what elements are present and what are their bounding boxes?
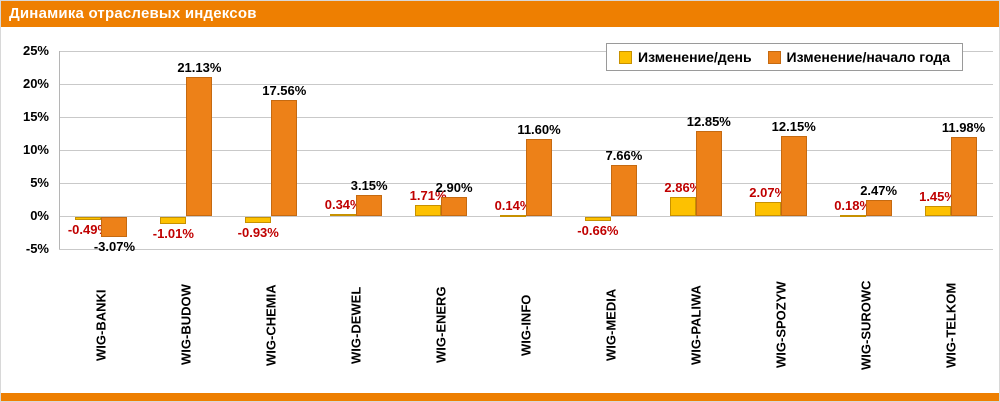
value-label-ytd: 12.85% <box>686 114 731 130</box>
bar-ytd <box>610 165 637 216</box>
legend-item-day: Изменение/день <box>619 49 752 65</box>
bar-day <box>75 217 102 221</box>
chart-title: Динамика отраслевых индексов <box>1 1 999 27</box>
bar-day <box>245 217 272 224</box>
value-label-day: -0.49% <box>67 222 110 238</box>
y-axis-tick-label: 15% <box>22 109 49 124</box>
gridline <box>59 117 993 118</box>
value-label-ytd: 7.66% <box>605 148 643 164</box>
y-axis-tick-label: 25% <box>22 43 49 58</box>
value-label-ytd: 2.90% <box>435 179 473 195</box>
gridline <box>59 51 993 52</box>
value-label-day: 1.71% <box>409 187 447 203</box>
y-axis-tick-label: 0% <box>30 208 49 223</box>
bar-ytd <box>186 76 213 216</box>
legend-label-day: Изменение/день <box>638 49 752 65</box>
bar-day <box>839 214 866 217</box>
value-label-ytd: 3.15% <box>350 178 388 194</box>
legend-item-ytd: Изменение/начало года <box>767 49 950 65</box>
bar-day <box>500 215 526 217</box>
value-label-day: 0.34% <box>324 196 362 212</box>
bar-ytd <box>865 199 892 216</box>
legend-label-ytd: Изменение/начало года <box>786 49 950 65</box>
bar-day <box>584 217 611 222</box>
bar-day <box>330 213 357 216</box>
bottom-accent-bar <box>1 393 999 401</box>
value-label-ytd: -3.07% <box>93 239 136 255</box>
bar-day <box>415 204 442 216</box>
x-axis-label: WIG-SPOZYW <box>773 281 789 369</box>
value-label-ytd: 12.15% <box>771 118 816 134</box>
legend-swatch-day-icon <box>619 50 633 64</box>
value-label-day: -0.66% <box>577 223 619 239</box>
bar-day <box>754 202 781 216</box>
value-label-day: 0.18% <box>834 197 872 213</box>
value-label-day: 2.07% <box>749 185 787 201</box>
x-axis-label: WIG-BUDOW <box>178 284 194 366</box>
x-axis-label: WIG-MEDIA <box>603 288 619 362</box>
y-axis-tick-label: 20% <box>22 76 49 91</box>
bar-ytd <box>695 131 722 216</box>
gridline <box>59 216 993 217</box>
bar-ytd <box>356 195 383 216</box>
value-label-ytd: 2.47% <box>860 182 898 198</box>
bar-day <box>160 217 187 224</box>
bar-day <box>924 206 951 216</box>
value-label-day: 0.14% <box>494 198 532 213</box>
bar-ytd <box>526 139 552 216</box>
value-label-ytd: 21.13% <box>177 59 222 75</box>
value-label-day: 2.86% <box>664 180 702 196</box>
bar-ytd <box>950 136 977 216</box>
value-label-day: -0.93% <box>237 225 279 241</box>
x-axis-label: WIG-DEWEL <box>348 286 364 364</box>
x-axis-label: WIG-INFO <box>518 294 534 356</box>
x-axis-label: WIG-SUROWC <box>858 280 874 370</box>
value-label-day: -1.01% <box>152 225 194 241</box>
x-axis-label: WIG-CHEMIA <box>263 284 279 366</box>
value-label-ytd: 11.60% <box>517 122 561 138</box>
x-axis-label: WIG-BANKI <box>93 289 109 361</box>
x-axis-label: WIG-PALIWA <box>688 285 704 365</box>
legend-swatch-ytd-icon <box>767 50 781 64</box>
bar-day <box>669 197 696 216</box>
y-axis-line <box>59 51 60 249</box>
gridline <box>59 249 993 250</box>
bar-ytd <box>101 217 128 238</box>
gridline <box>59 84 993 85</box>
value-label-ytd: 17.56% <box>262 83 307 99</box>
y-axis-tick-label: 10% <box>22 142 49 157</box>
bar-ytd <box>780 135 807 216</box>
x-axis-label: WIG-ENERG <box>433 286 449 364</box>
bar-ytd <box>271 100 298 216</box>
bar-ytd <box>441 196 468 216</box>
y-axis-tick-label: 5% <box>30 175 49 190</box>
y-axis-tick-label: -5% <box>25 241 49 256</box>
value-label-ytd: 11.98% <box>941 119 986 135</box>
x-axis-label: WIG-TELKOM <box>943 282 959 368</box>
value-label-day: 1.45% <box>919 189 956 205</box>
chart-legend: Изменение/день Изменение/начало года <box>606 43 963 71</box>
